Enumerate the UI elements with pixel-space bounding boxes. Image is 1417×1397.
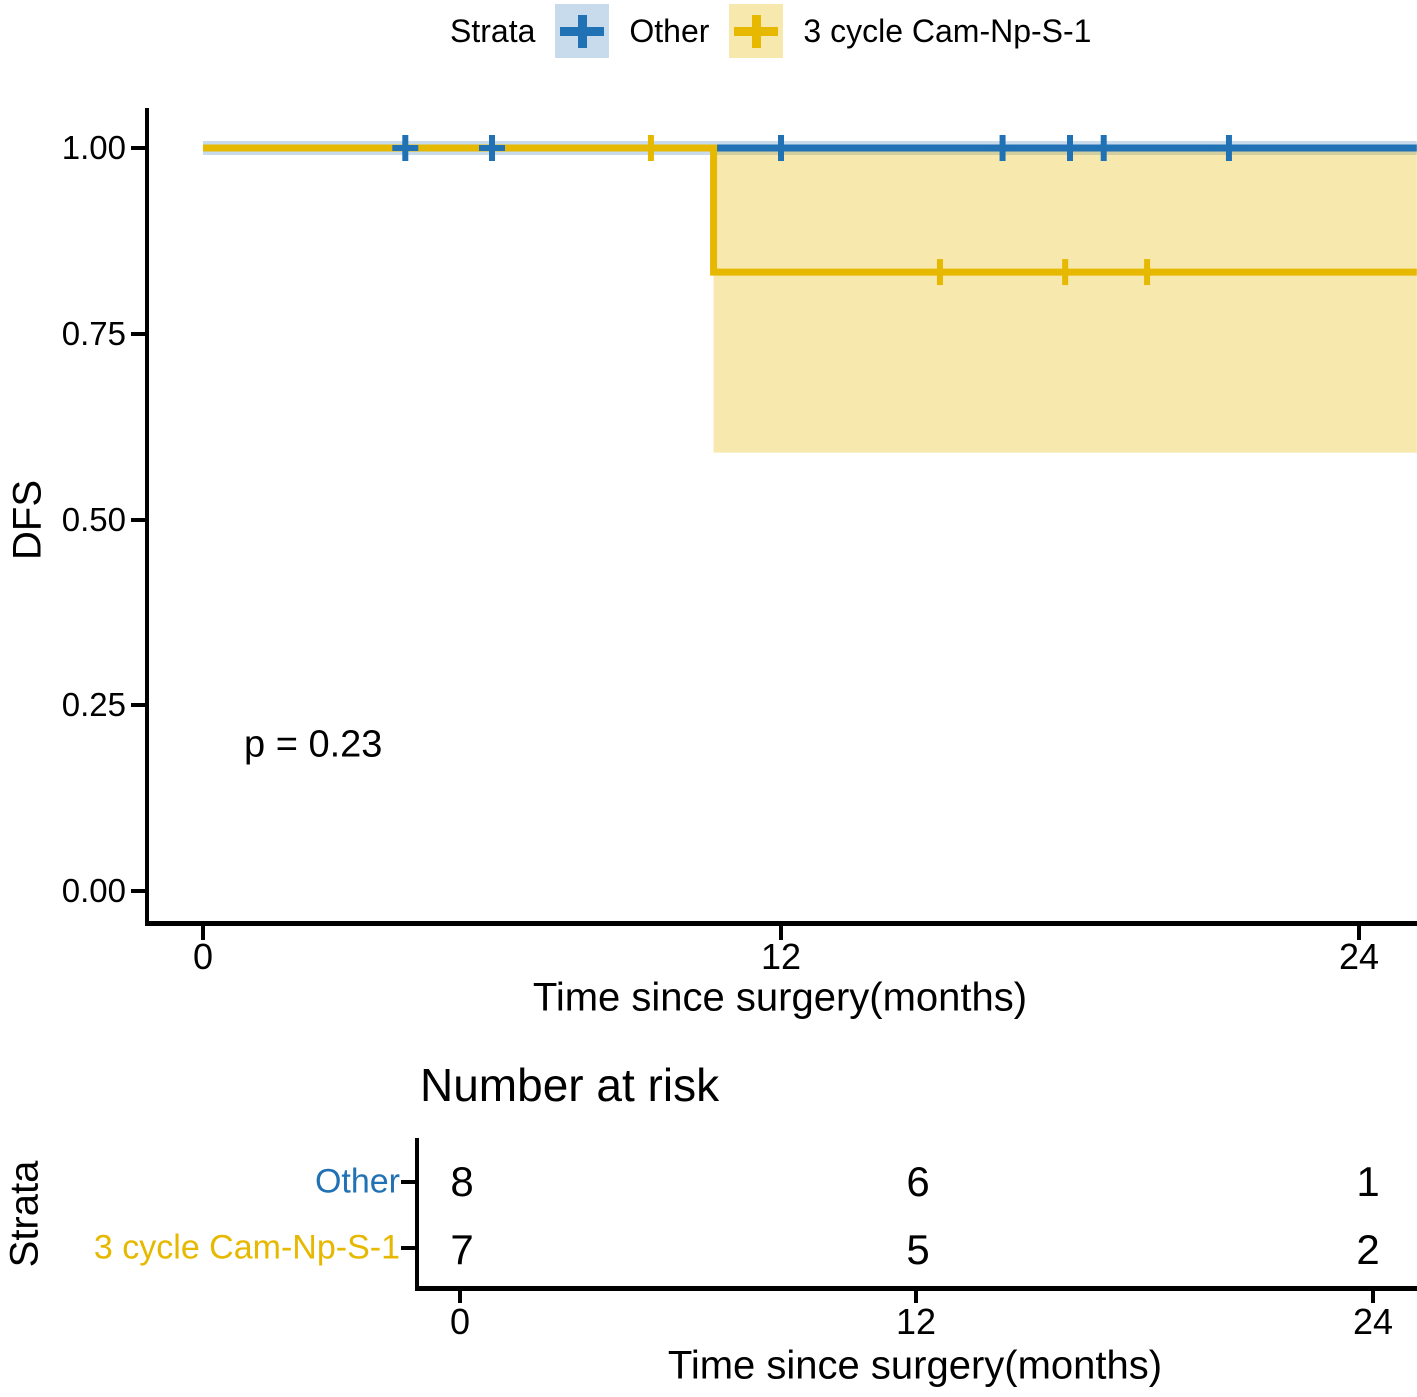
legend-key-cam-np-s-1-icon	[729, 4, 784, 58]
risk-x-tick	[914, 1291, 918, 1303]
risk-count: 7	[450, 1226, 474, 1273]
risk-x-tick-label: 24	[1352, 1301, 1394, 1342]
y-tick-label: 0.75	[61, 315, 126, 352]
risk-row-label-other: Other	[314, 1162, 400, 1201]
plus-icon	[578, 15, 588, 48]
x-tick	[201, 926, 205, 940]
x-tick	[1357, 926, 1361, 940]
risk-x-tick	[1371, 1291, 1375, 1303]
x-tick	[779, 926, 783, 940]
legend: Strata Other 3 cycle Cam-Np-S-1	[450, 2, 1091, 60]
p-value-annotation: p = 0.23	[244, 723, 383, 766]
legend-title: Strata	[450, 12, 536, 49]
risk-table-title: Number at risk	[420, 1059, 720, 1111]
y-tick	[131, 146, 145, 150]
x-axis-line	[145, 921, 1417, 926]
x-axis-title: Time since surgery(months)	[532, 975, 1028, 1020]
y-tick-label: 0.00	[61, 872, 126, 909]
x-tick-label: 0	[192, 936, 214, 977]
risk-row-tick	[401, 1180, 415, 1184]
y-tick	[131, 889, 145, 893]
y-tick-label: 0.50	[61, 501, 126, 538]
risk-table-y-axis-line	[415, 1138, 419, 1290]
x-tick-label: 24	[1338, 936, 1380, 977]
y-tick	[131, 332, 145, 336]
legend-key-other-icon	[555, 4, 610, 58]
risk-table-x-axis-title: Time since surgery(months)	[667, 1343, 1163, 1388]
y-axis-line	[145, 108, 149, 926]
risk-x-tick-label: 0	[449, 1301, 471, 1342]
y-tick	[131, 518, 145, 522]
legend-label-cam-np-s-1: 3 cycle Cam-Np-S-1	[803, 12, 1092, 49]
risk-count: 1	[1356, 1158, 1380, 1205]
risk-count: 6	[906, 1158, 930, 1205]
risk-count: 2	[1356, 1226, 1380, 1273]
legend-label-other: Other	[629, 12, 710, 49]
risk-table-x-axis-line	[415, 1286, 1417, 1291]
x-tick-label: 12	[760, 936, 802, 977]
y-tick-label: 1.00	[61, 129, 126, 166]
risk-row-label-cam-np-s-1: 3 cycle Cam-Np-S-1	[93, 1228, 400, 1267]
y-axis-title: DFS	[5, 480, 50, 560]
risk-row-tick	[401, 1246, 415, 1250]
y-tick-label: 0.25	[61, 686, 126, 723]
risk-x-tick	[458, 1291, 462, 1303]
y-tick	[131, 703, 145, 707]
risk-count: 5	[906, 1226, 930, 1273]
risk-x-tick-label: 12	[895, 1301, 937, 1342]
risk-count: 8	[450, 1158, 474, 1205]
plus-icon	[752, 15, 762, 48]
